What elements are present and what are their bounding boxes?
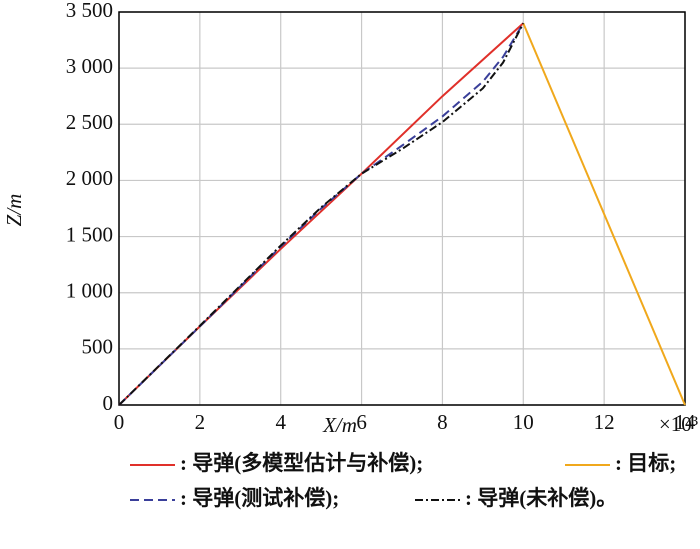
x-tick-label: 12: [594, 410, 615, 434]
legend-label: : 导弹(未补偿)。: [465, 486, 617, 510]
y-tick-label: 1 000: [66, 279, 113, 303]
series-line: [118, 22, 525, 406]
x-tick-label: 6: [356, 410, 367, 434]
y-tick-label: 500: [82, 335, 114, 359]
series-line: [118, 22, 524, 406]
y-axis-label: Z/m: [2, 194, 26, 227]
legend-label: : 导弹(多模型估计与补偿);: [180, 451, 423, 475]
plot-frame: [118, 11, 686, 406]
x-tick-label: 10: [513, 410, 534, 434]
x-tick-label: 0: [114, 410, 125, 434]
x-tick-label: 8: [437, 410, 448, 434]
x-axis-label: X/m: [322, 413, 357, 437]
legend-label: : 目标;: [615, 451, 676, 475]
x-tick-label: 14: [675, 410, 697, 434]
y-tick-label: 2 500: [66, 110, 113, 134]
legend-label: : 导弹(测试补偿);: [180, 486, 339, 510]
y-tick-label: 2 000: [66, 166, 113, 190]
x-tick-label: 2: [195, 410, 206, 434]
y-tick-label: 0: [103, 391, 114, 415]
series-line: [522, 22, 686, 406]
x-multiplier: ×10³: [659, 412, 698, 436]
y-tick-label: 1 500: [66, 222, 113, 246]
series-line: [118, 22, 525, 406]
x-tick-label: 4: [275, 410, 286, 434]
y-tick-label: 3 500: [66, 0, 113, 22]
y-tick-label: 3 000: [66, 54, 113, 78]
